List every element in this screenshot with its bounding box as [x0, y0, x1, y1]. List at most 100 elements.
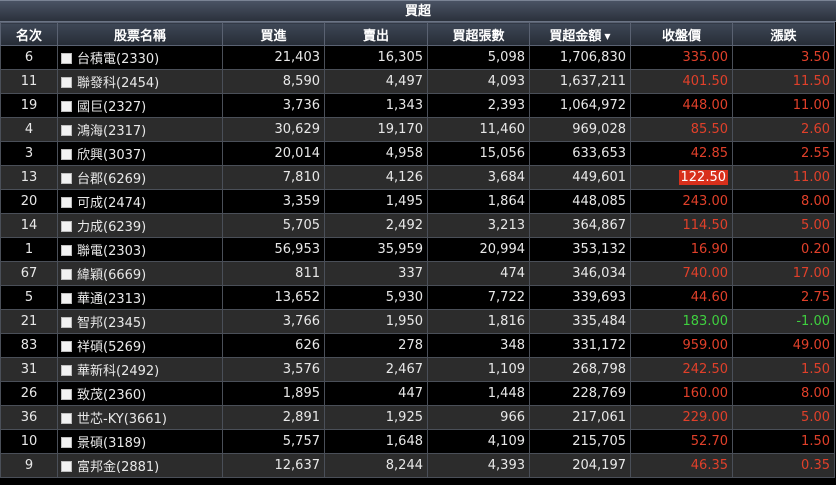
checkbox-icon[interactable]: [61, 173, 72, 184]
table-row[interactable]: 21 智邦(2345) 3,766 1,950 1,816 335,484 183.00 -1…: [0, 309, 835, 334]
table-row[interactable]: 19 國巨(2327) 3,736 1,343 2,393 1,064,972 448.00…: [0, 93, 835, 118]
stock-name[interactable]: 致茂(2360): [77, 388, 147, 403]
stock-name[interactable]: 緯穎(6669): [77, 268, 147, 283]
table-row[interactable]: 3 欣興(3037) 20,014 4,958 15,056 633,653 42.85 2.…: [0, 141, 835, 166]
checkbox-icon[interactable]: [61, 101, 72, 112]
stock-name[interactable]: 富邦金(2881): [77, 460, 160, 475]
col-header-buy[interactable]: 買進: [222, 22, 325, 46]
checkbox-icon[interactable]: [61, 245, 72, 256]
stock-name[interactable]: 鴻海(2317): [77, 124, 147, 139]
table-row[interactable]: 36 世芯-KY(3661) 2,891 1,925 966 217,061 229.00 5…: [0, 405, 835, 430]
stock-name[interactable]: 祥碩(5269): [77, 340, 147, 355]
stock-name[interactable]: 欣興(3037): [77, 148, 147, 163]
col-header-change[interactable]: 漲跌: [732, 22, 835, 46]
checkbox-icon[interactable]: [61, 389, 72, 400]
stock-name[interactable]: 台積電(2330): [77, 52, 160, 67]
table-row[interactable]: 10 景碩(3189) 5,757 1,648 4,109 215,705 52.70 1.5…: [0, 429, 835, 454]
checkbox-icon[interactable]: [61, 341, 72, 352]
col-header-sell[interactable]: 賣出: [324, 22, 428, 46]
checkbox-icon[interactable]: [61, 125, 72, 136]
net-lots-cell: 1,864: [427, 189, 530, 214]
col-header-rank[interactable]: 名次: [0, 22, 58, 46]
net-amount-cell: 633,653: [529, 141, 631, 166]
sell-cell: 2,492: [324, 213, 428, 238]
stock-name[interactable]: 力成(6239): [77, 220, 147, 235]
table-row[interactable]: 5 華通(2313) 13,652 5,930 7,722 339,693 44.60 2.7…: [0, 285, 835, 310]
stock-name-cell[interactable]: 緯穎(6669): [57, 261, 223, 286]
stock-name-cell[interactable]: 聯發科(2454): [57, 69, 223, 94]
checkbox-icon[interactable]: [61, 461, 72, 472]
net-amount-cell: 204,197: [529, 453, 631, 478]
checkbox-icon[interactable]: [61, 221, 72, 232]
stock-name[interactable]: 智邦(2345): [77, 316, 147, 331]
net-amount-cell: 215,705: [529, 429, 631, 454]
table-row[interactable]: 11 聯發科(2454) 8,590 4,497 4,093 1,637,211 401.5…: [0, 69, 835, 94]
table-row[interactable]: 9 富邦金(2881) 12,637 8,244 4,393 204,197 46.35 0.…: [0, 453, 835, 478]
checkbox-icon[interactable]: [61, 77, 72, 88]
stock-name-cell[interactable]: 華新科(2492): [57, 357, 223, 382]
col-header-stock-name[interactable]: 股票名稱: [57, 22, 223, 46]
table-row[interactable]: 67 緯穎(6669) 811 337 474 346,034 740.00 17.00: [0, 261, 835, 286]
checkbox-icon[interactable]: [61, 53, 72, 64]
table-row[interactable]: 6 台積電(2330) 21,403 16,305 5,098 1,706,830 335.…: [0, 45, 835, 70]
close-price: 335.00: [682, 50, 729, 65]
stock-name[interactable]: 華通(2313): [77, 292, 147, 307]
checkbox-icon[interactable]: [61, 293, 72, 304]
table-row[interactable]: 1 聯電(2303) 56,953 35,959 20,994 353,132 16.90 0…: [0, 237, 835, 262]
checkbox-icon[interactable]: [61, 269, 72, 280]
col-header-net-amount[interactable]: 買超金額 ▼: [529, 22, 631, 46]
checkbox-icon[interactable]: [61, 437, 72, 448]
stock-name-cell[interactable]: 智邦(2345): [57, 309, 223, 334]
stock-name-cell[interactable]: 國巨(2327): [57, 93, 223, 118]
rank-cell: 6: [0, 45, 58, 70]
change-cell: 3.50: [732, 45, 835, 70]
col-header-net-lots[interactable]: 買超張數: [427, 22, 530, 46]
col-header-close[interactable]: 收盤價: [630, 22, 733, 46]
sell-cell: 8,244: [324, 453, 428, 478]
buy-cell: 30,629: [222, 117, 325, 142]
stock-name-cell[interactable]: 祥碩(5269): [57, 333, 223, 358]
checkbox-icon[interactable]: [61, 413, 72, 424]
rank-cell: 11: [0, 69, 58, 94]
net-lots-cell: 348: [427, 333, 530, 358]
table-row[interactable]: 26 致茂(2360) 1,895 447 1,448 228,769 160.00 8.00: [0, 381, 835, 406]
table-row[interactable]: 13 台郡(6269) 7,810 4,126 3,684 449,601 122.50 11…: [0, 165, 835, 190]
stock-name-cell[interactable]: 富邦金(2881): [57, 453, 223, 478]
stock-name[interactable]: 台郡(6269): [77, 172, 147, 187]
stock-name[interactable]: 聯電(2303): [77, 244, 147, 259]
stock-name-cell[interactable]: 致茂(2360): [57, 381, 223, 406]
stock-name-cell[interactable]: 可成(2474): [57, 189, 223, 214]
stock-name-cell[interactable]: 世芯-KY(3661): [57, 405, 223, 430]
stock-name[interactable]: 華新科(2492): [77, 364, 160, 379]
close-price-cell: 401.50: [630, 69, 733, 94]
checkbox-icon[interactable]: [61, 317, 72, 328]
table-row[interactable]: 14 力成(6239) 5,705 2,492 3,213 364,867 114.50 5.…: [0, 213, 835, 238]
stock-name-cell[interactable]: 力成(6239): [57, 213, 223, 238]
sell-cell: 16,305: [324, 45, 428, 70]
net-buy-table: 名次 股票名稱 買進 賣出 買超張數 買超金額 ▼ 收盤價 漲跌 6 台積電(233…: [0, 22, 835, 478]
buy-cell: 3,766: [222, 309, 325, 334]
checkbox-icon[interactable]: [61, 365, 72, 376]
stock-name[interactable]: 聯發科(2454): [77, 76, 160, 91]
stock-name-cell[interactable]: 景碩(3189): [57, 429, 223, 454]
table-row[interactable]: 31 華新科(2492) 3,576 2,467 1,109 268,798 242.50 1…: [0, 357, 835, 382]
stock-name-cell[interactable]: 華通(2313): [57, 285, 223, 310]
stock-name[interactable]: 可成(2474): [77, 196, 147, 211]
buy-cell: 13,652: [222, 285, 325, 310]
stock-name-cell[interactable]: 欣興(3037): [57, 141, 223, 166]
stock-name-cell[interactable]: 聯電(2303): [57, 237, 223, 262]
table-row[interactable]: 83 祥碩(5269) 626 278 348 331,172 959.00 49.00: [0, 333, 835, 358]
close-price-cell: 243.00: [630, 189, 733, 214]
stock-name-cell[interactable]: 台積電(2330): [57, 45, 223, 70]
stock-name[interactable]: 國巨(2327): [77, 100, 147, 115]
checkbox-icon[interactable]: [61, 149, 72, 160]
table-row[interactable]: 20 可成(2474) 3,359 1,495 1,864 448,085 243.00 8.…: [0, 189, 835, 214]
table-row[interactable]: 4 鴻海(2317) 30,629 19,170 11,460 969,028 85.50 2…: [0, 117, 835, 142]
buy-cell: 7,810: [222, 165, 325, 190]
rank-cell: 19: [0, 93, 58, 118]
checkbox-icon[interactable]: [61, 197, 72, 208]
stock-name[interactable]: 景碩(3189): [77, 436, 147, 451]
stock-name-cell[interactable]: 台郡(6269): [57, 165, 223, 190]
stock-name[interactable]: 世芯-KY(3661): [77, 412, 167, 427]
stock-name-cell[interactable]: 鴻海(2317): [57, 117, 223, 142]
